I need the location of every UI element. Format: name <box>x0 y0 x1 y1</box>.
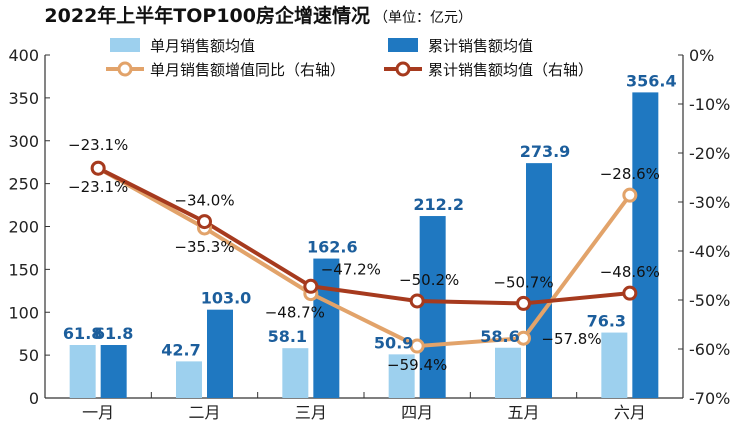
bar-cumulative <box>313 258 340 398</box>
chart-title: 2022年上半年TOP100房企增速情况 <box>44 4 370 27</box>
bar-monthly <box>495 347 521 398</box>
line-cumulative-yoy-label: −23.1% <box>68 136 128 154</box>
bar-monthly-label: 58.1 <box>268 327 307 346</box>
lines <box>90 160 638 354</box>
bar-cumulative <box>207 309 233 398</box>
y-right-tick-label: -50% <box>689 291 730 310</box>
point-cumulative-yoy <box>197 214 212 230</box>
y-right-tick-label: -60% <box>689 340 730 359</box>
line-cumulative-yoy-label: −50.7% <box>493 273 553 291</box>
y-right-tick-label: -30% <box>689 193 730 212</box>
data-labels: 61.8 42.7 58.1 50.9 58.6 76.3 61.8 103.0 162.6 21… <box>63 71 677 374</box>
chart-title-group: 2022年上半年TOP100房企增速情况 （单位：亿元） <box>44 4 472 27</box>
bar-cumulative <box>419 216 446 398</box>
line-monthly-yoy-label: −48.7% <box>265 304 325 322</box>
line-monthly-yoy-label: −59.4% <box>387 356 447 374</box>
axes: 0 50 100 150 200 250 300 350 400 0% -10% -20% -30% -4… <box>8 46 730 422</box>
legend-swatch-marker <box>395 61 411 77</box>
y-left-tick-label: 100 <box>8 303 39 322</box>
y-left-tick-label: 0 <box>29 389 39 408</box>
bar-monthly-label: 58.6 <box>480 327 519 346</box>
y-right-tick-label: -40% <box>689 242 730 261</box>
point-cumulative-yoy <box>303 278 319 294</box>
bar-monthly <box>388 354 415 398</box>
bar-cumulative-label: 61.8 <box>94 324 133 343</box>
bar-monthly <box>282 348 309 398</box>
bar-monthly <box>176 361 202 398</box>
line-cumulative-yoy <box>97 166 631 306</box>
line-monthly-yoy-label: −23.1% <box>68 178 128 196</box>
y-right-tick-label: -20% <box>689 144 730 163</box>
point-cumulative-yoy <box>516 295 531 311</box>
point-cumulative-yoy <box>90 160 106 176</box>
bar-monthly-label: 76.3 <box>587 312 626 331</box>
bar-monthly <box>601 332 628 398</box>
x-tick-label: 五月 <box>507 403 539 422</box>
line-monthly-yoy-label: −35.3% <box>174 238 234 256</box>
x-tick-label: 三月 <box>295 403 327 422</box>
legend-swatch-marker <box>117 61 133 77</box>
line-cumulative-yoy-label: −50.2% <box>399 271 459 289</box>
legend-swatch-bar <box>388 38 418 52</box>
point-monthly-yoy <box>409 338 425 354</box>
line-monthly-yoy-label: −57.8% <box>541 330 601 348</box>
y-right-tick-label: 0% <box>689 46 714 65</box>
bar-cumulative <box>526 163 552 398</box>
bar-monthly-label: 42.7 <box>161 340 200 359</box>
chart-subtitle: （单位：亿元） <box>374 10 472 26</box>
y-left-tick-label: 150 <box>8 260 39 279</box>
bar-cumulative-label: 162.6 <box>307 238 358 257</box>
bar-monthly <box>69 345 96 398</box>
bar-cumulative-label: 273.9 <box>520 142 571 161</box>
x-tick-label: 四月 <box>401 403 433 422</box>
y-left-tick-label: 400 <box>8 46 39 65</box>
bar-cumulative <box>632 92 659 399</box>
point-monthly-yoy <box>516 330 531 346</box>
y-left-tick-label: 300 <box>8 132 39 151</box>
bar-cumulative-label: 356.4 <box>626 71 677 90</box>
y-left-tick-label: 50 <box>19 346 39 365</box>
y-right-tick-label: -70% <box>689 389 730 408</box>
x-tick-label: 一月 <box>82 403 114 422</box>
bar-cumulative <box>100 345 127 398</box>
point-cumulative-yoy <box>409 293 425 309</box>
y-right-tick-label: -10% <box>689 95 730 114</box>
legend-label: 单月销售额增值同比（右轴） <box>150 61 345 79</box>
bar-cumulative-label: 103.0 <box>201 289 252 308</box>
bar-cumulative-label: 212.2 <box>413 195 464 214</box>
y-left-tick-label: 350 <box>8 89 39 108</box>
legend-label: 单月销售额均值 <box>150 37 255 55</box>
line-cumulative-yoy-label: −47.2% <box>321 260 381 278</box>
x-tick-label: 六月 <box>614 403 646 422</box>
line-cumulative-yoy-label: −48.6% <box>600 263 660 281</box>
bar-monthly-label: 50.9 <box>374 333 413 352</box>
y-left-tick-label: 200 <box>8 218 39 237</box>
point-monthly-yoy <box>622 187 638 203</box>
legend-swatch-bar <box>110 38 140 52</box>
legend-label: 累计销售额均值（右轴） <box>428 61 593 79</box>
line-monthly-yoy <box>97 166 632 349</box>
line-cumulative-yoy-label: −34.0% <box>174 192 234 210</box>
point-cumulative-yoy <box>622 285 638 301</box>
bar-monthly-label: 61.8 <box>63 324 102 343</box>
y-left-tick-label: 250 <box>8 175 39 194</box>
legend-label: 累计销售额均值 <box>428 37 533 55</box>
bars <box>69 92 659 399</box>
line-monthly-yoy-label: −28.6% <box>600 165 660 183</box>
x-tick-label: 二月 <box>188 403 220 422</box>
